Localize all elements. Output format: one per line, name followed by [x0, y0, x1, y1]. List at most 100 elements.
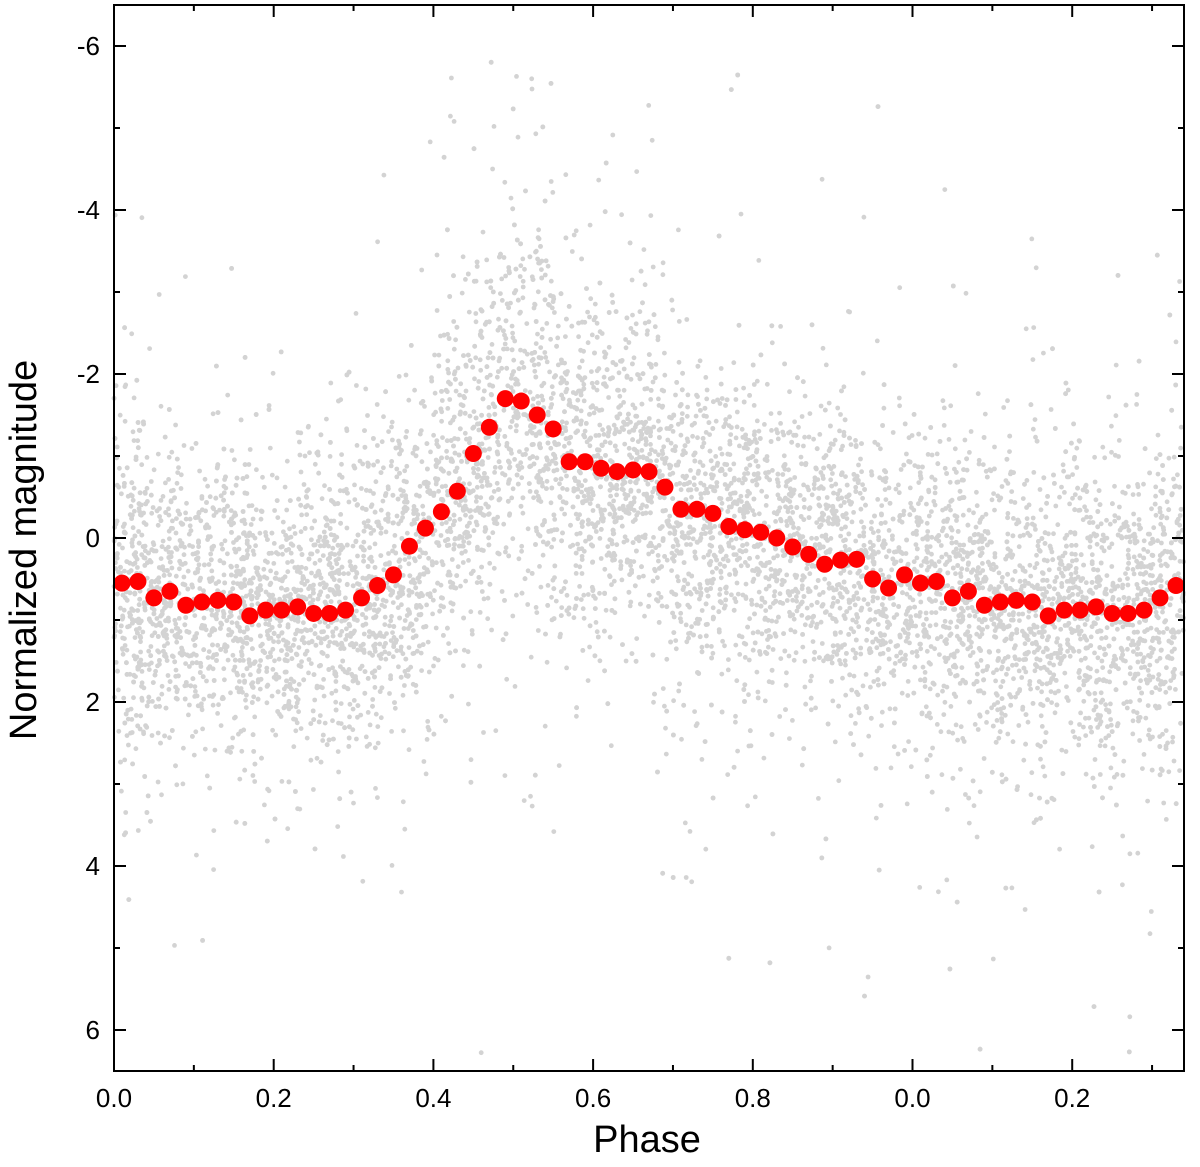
measurement-point [719, 451, 725, 457]
measurement-point [289, 559, 295, 564]
measurement-point [1121, 758, 1127, 764]
measurement-point [741, 385, 746, 391]
measurement-point [923, 704, 929, 710]
measurement-point [762, 422, 767, 427]
measurement-point [1108, 722, 1114, 728]
measurement-point [388, 463, 394, 469]
measurement-point [956, 459, 962, 465]
measurement-point [234, 563, 240, 569]
measurement-point [518, 347, 523, 353]
measurement-point [917, 610, 923, 615]
measurement-point [239, 748, 245, 754]
measurement-point [970, 650, 976, 655]
measurement-point [1031, 325, 1037, 330]
measurement-point [606, 344, 612, 350]
measurement-point [883, 497, 889, 502]
measurement-point [597, 590, 602, 596]
measurement-point [462, 430, 468, 436]
measurement-point [449, 557, 455, 562]
measurement-point [947, 554, 952, 560]
measurement-point [1088, 514, 1093, 520]
measurement-point [710, 650, 716, 656]
measurement-point [717, 586, 723, 592]
measurement-point [1016, 657, 1022, 662]
measurement-point [237, 628, 243, 634]
measurement-point [1081, 698, 1087, 704]
measurement-point [722, 643, 727, 649]
measurement-point [593, 314, 598, 320]
measurement-point [192, 684, 198, 689]
measurement-point [1052, 690, 1058, 696]
measurement-point [587, 222, 593, 228]
measurement-point [907, 485, 913, 491]
measurement-point [187, 664, 192, 669]
measurement-point [701, 526, 706, 532]
measurement-point [990, 956, 996, 962]
measurement-scatter [111, 59, 1186, 1056]
measurement-point [621, 427, 626, 432]
measurement-point [473, 319, 479, 325]
measurement-point [495, 439, 500, 445]
measurement-point [284, 587, 290, 592]
measurement-point [382, 649, 388, 655]
measurement-point [754, 602, 760, 608]
measurement-point [1134, 402, 1139, 407]
measurement-point [204, 678, 209, 684]
measurement-point [221, 666, 227, 672]
measurement-point [317, 713, 323, 718]
measurement-point [420, 503, 426, 509]
measurement-point [1057, 846, 1062, 852]
measurement-point [651, 535, 656, 540]
measurement-point [425, 569, 431, 575]
measurement-point [859, 469, 864, 475]
measurement-point [578, 597, 584, 602]
measurement-point [858, 651, 864, 657]
measurement-point [1155, 538, 1160, 544]
measurement-point [453, 388, 459, 394]
measurement-point [368, 531, 374, 536]
measurement-point [939, 772, 945, 778]
measurement-point [307, 450, 312, 456]
measurement-point [434, 308, 440, 313]
measurement-point [250, 575, 256, 581]
measurement-point [733, 642, 739, 648]
measurement-point [713, 418, 719, 424]
measurement-point [485, 455, 491, 460]
measurement-point [1123, 571, 1128, 576]
measurement-point [1076, 742, 1082, 748]
measurement-point [898, 558, 904, 564]
measurement-point [858, 456, 863, 462]
measurement-point [948, 499, 954, 504]
measurement-point [676, 688, 682, 694]
measurement-point [533, 605, 539, 610]
measurement-point [634, 512, 640, 518]
measurement-point [1148, 625, 1154, 631]
measurement-point [946, 729, 952, 735]
measurement-point [998, 684, 1004, 690]
measurement-point [352, 482, 357, 488]
measurement-point [861, 533, 867, 539]
measurement-point [1004, 671, 1009, 677]
measurement-point [653, 545, 659, 551]
measurement-point [972, 613, 978, 619]
measurement-point [815, 477, 821, 482]
measurement-point [667, 513, 673, 519]
measurement-point [811, 481, 817, 487]
measurement-point [564, 487, 570, 492]
measurement-point [333, 558, 339, 563]
measurement-point [1131, 511, 1136, 517]
measurement-point [615, 387, 620, 393]
measurement-point [634, 169, 640, 175]
measurement-point [684, 317, 690, 322]
measurement-point [375, 795, 380, 800]
measurement-point [880, 572, 885, 578]
measurement-point [1125, 646, 1130, 652]
measurement-point [1120, 833, 1126, 839]
measurement-point [808, 707, 814, 713]
measurement-point [1095, 725, 1101, 730]
measurement-point [575, 397, 581, 403]
measurement-point [971, 510, 976, 516]
measurement-point [1074, 445, 1080, 451]
measurement-point [846, 309, 851, 314]
measurement-point [533, 131, 539, 137]
